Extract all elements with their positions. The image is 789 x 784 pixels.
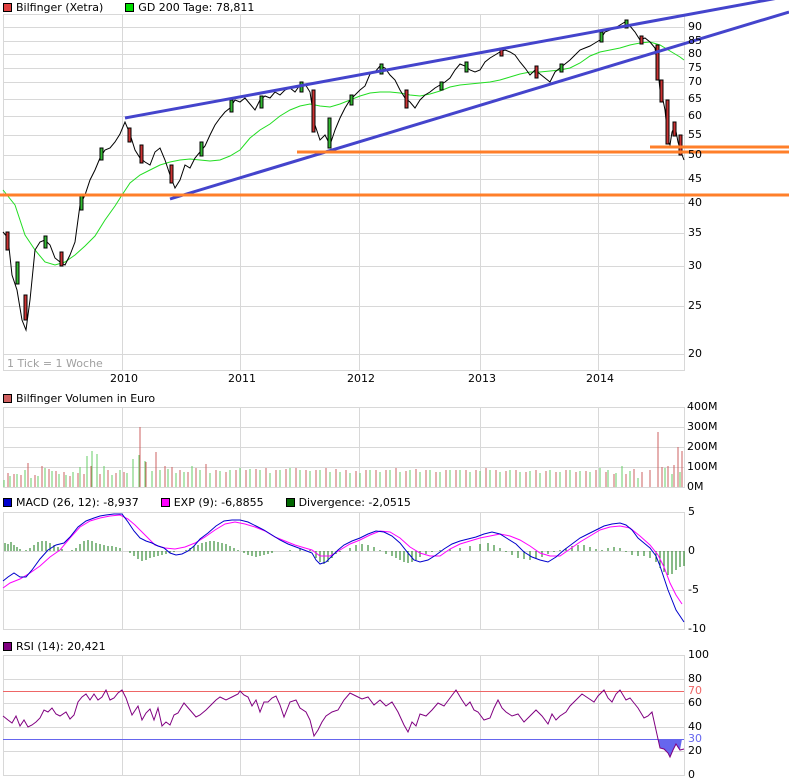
price-tick: 40 [688,196,702,209]
price-tick: 50 [688,148,702,161]
price-tick: 55 [688,128,702,141]
rsi-tick: 0 [688,768,695,781]
volume-bars [3,427,683,487]
macd-line [2,513,685,623]
ma200-line [2,41,685,266]
rsi-tick: 100 [688,648,709,661]
price-tick: 80 [688,47,702,60]
lower-channel-line [169,10,789,201]
macd-tick: -10 [688,622,706,635]
macd-exp-line [2,514,683,605]
rsi-tick: 80 [688,672,702,685]
price-tick: 45 [688,172,702,185]
price-tick: 60 [688,109,702,122]
price-tick: 70 [688,75,702,88]
macd-legend-swatch [3,498,12,507]
price-tick: 30 [688,259,702,272]
year-tick: 2012 [347,372,375,385]
price-line [2,21,685,332]
rsi-grid [3,655,685,776]
macd-grid [3,512,685,630]
year-tick: 2014 [586,372,614,385]
price-tick: 75 [688,61,702,74]
volume-tick: 0M [687,480,704,493]
rsi-tick-overbought: 70 [688,684,702,697]
ma200-legend-label: GD 200 Tage: 78,811 [138,1,255,14]
macd-tick: 5 [688,505,695,518]
exp-legend-swatch [160,498,170,507]
volume-tick: 200M [687,440,718,453]
price-tick: 35 [688,226,702,239]
macd-legend: MACD (26, 12): -8,937 EXP (9): -6,8855 D… [3,496,411,509]
price-tick: 20 [688,347,702,360]
year-tick: 2013 [468,372,496,385]
volume-legend-label: Bilfinger Volumen in Euro [16,392,156,405]
price-tick: 90 [688,20,702,33]
price-legend-swatch [3,3,12,12]
rsi-tick: 60 [688,696,702,709]
volume-legend: Bilfinger Volumen in Euro [3,392,155,405]
year-tick: 2011 [228,372,256,385]
divergence-legend-label: Divergence: -2,0515 [298,496,411,509]
volume-tick: 300M [687,420,718,433]
ma200-legend-swatch [125,3,135,12]
volume-legend-swatch [3,394,12,403]
volume-tick: 400M [687,400,718,413]
rsi-legend-label: RSI (14): 20,421 [16,640,106,653]
price-legend-label: Bilfinger (Xetra) [16,1,104,14]
rsi-tick: 40 [688,720,702,733]
exp-legend-label: EXP (9): -6,8855 [173,496,264,509]
main-legend: Bilfinger (Xetra) GD 200 Tage: 78,811 [3,1,254,14]
price-tick: 85 [688,34,702,47]
year-tick: 2010 [110,372,138,385]
rsi-line [2,688,685,759]
candles [5,19,683,321]
upper-channel-line [124,0,776,120]
price-tick: 25 [688,299,702,312]
tick-note: 1 Tick = 1 Woche [7,357,103,370]
macd-legend-label: MACD (26, 12): -8,937 [16,496,139,509]
rsi-legend-swatch [3,642,12,651]
macd-tick: 0 [688,544,695,557]
divergence-legend-swatch [285,498,295,507]
volume-grid [3,407,685,488]
main-grid [3,14,685,371]
volume-tick: 100M [687,460,718,473]
rsi-tick: 20 [688,744,702,757]
rsi-legend: RSI (14): 20,421 [3,640,106,653]
macd-tick: -5 [688,583,699,596]
price-tick: 65 [688,92,702,105]
rsi-tick-oversold: 30 [688,732,702,745]
